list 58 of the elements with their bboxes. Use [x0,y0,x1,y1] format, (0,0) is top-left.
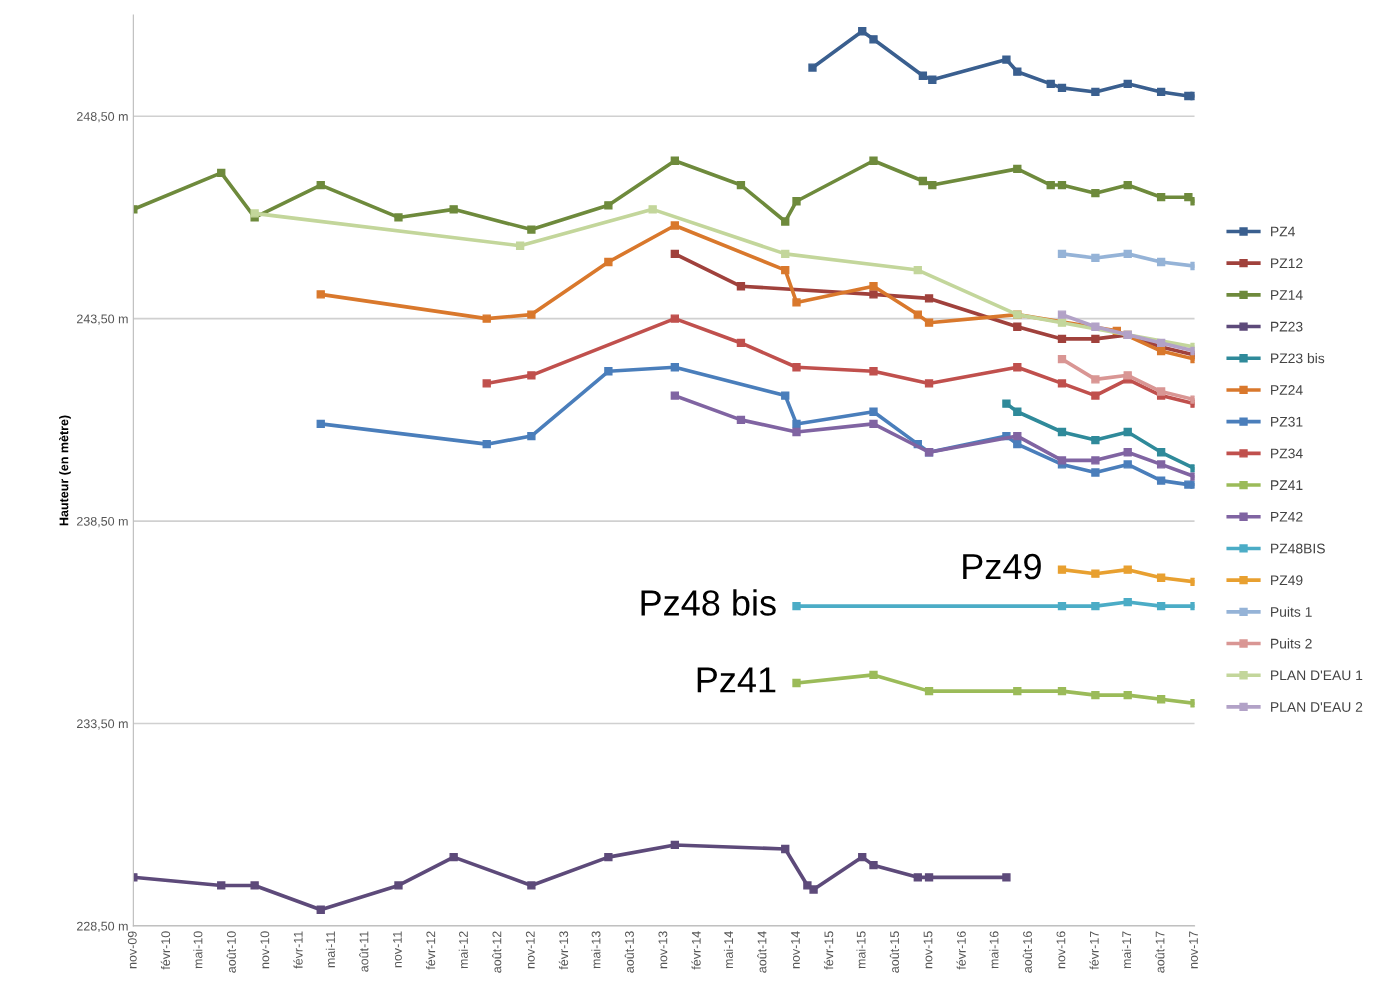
y-axis-title: Hauteur (en mètre) [59,415,71,526]
x-tick-label: mai-17 [1121,931,1132,969]
x-tick-label: mai-14 [723,931,734,969]
legend-label: PZ12 [1271,258,1303,269]
legend-label: PZ14 [1271,290,1303,300]
x-tick-label: nov-12 [525,931,535,969]
x-tick-label: août-10 [226,931,236,973]
x-tick-label: nov-16 [1056,931,1066,969]
legend-label: PZ23 bis [1271,353,1325,364]
x-tick-label: nov-13 [658,931,668,969]
x-tick-label: févr-10 [160,931,171,970]
x-tick-label: févr-15 [823,931,834,970]
x-tick-label: févr-17 [1089,931,1099,970]
legend-label: PZ41 [1271,480,1303,490]
x-tick-label: mai-11 [325,931,335,968]
x-tick-label: août-15 [889,931,899,973]
y-tick-label: 248,50 m [77,112,128,123]
y-tick-label: 238,50 m [77,516,128,528]
x-tick-label: mai-16 [989,931,999,969]
y-tick-label: 228,50 m [77,921,128,933]
x-tick-label: févr-11 [293,931,303,969]
y-tick-label: 243,50 m [77,314,128,325]
annotation: Pz48 bis [641,589,776,616]
legend-label: PZ49 [1271,575,1303,586]
legend-label: PZ4 [1271,226,1295,237]
x-tick-label: mai-13 [591,931,601,969]
legend-label: Puits 1 [1271,606,1312,617]
x-tick-label: août-11 [359,931,369,972]
x-tick-label: mai-10 [193,931,203,969]
x-tick-label: nov-15 [923,931,933,969]
legend-label: PZ34 [1271,448,1303,459]
x-tick-label: août-14 [757,931,767,973]
legend-label: PZ31 [1271,416,1303,427]
annotation: Pz49 [963,553,1041,580]
x-tick-label: nov-14 [791,931,800,969]
x-tick-label: août-13 [624,931,634,973]
x-tick-label: févr-13 [558,931,569,970]
x-tick-label: nov-17 [1189,931,1198,969]
annotation: Pz41 [697,667,776,693]
x-tick-label: nov-10 [260,931,270,969]
x-tick-label: févr-16 [956,931,966,970]
x-tick-label: mai-12 [458,931,468,969]
x-tick-label: févr-12 [425,931,436,970]
x-tick-label: août-16 [1022,931,1032,973]
y-tick-label: 233,50 m [77,719,128,730]
x-tick-label: nov-09 [127,931,137,969]
x-tick-label: févr-14 [691,931,701,970]
legend-label: PZ24 [1271,385,1303,395]
x-tick-label: nov-11 [393,931,402,968]
legend-label: PZ48BIS [1271,543,1325,554]
legend-label: Puits 2 [1271,638,1312,649]
legend-label: PLAN D'EAU 2 [1271,702,1363,712]
legend-label: PZ23 [1271,321,1303,332]
legend-label: PZ42 [1271,511,1303,522]
x-tick-label: mai-15 [856,931,866,969]
legend-label: PLAN D'EAU 1 [1271,670,1363,681]
x-tick-label: août-17 [1155,931,1165,973]
x-tick-label: août-12 [492,931,502,973]
